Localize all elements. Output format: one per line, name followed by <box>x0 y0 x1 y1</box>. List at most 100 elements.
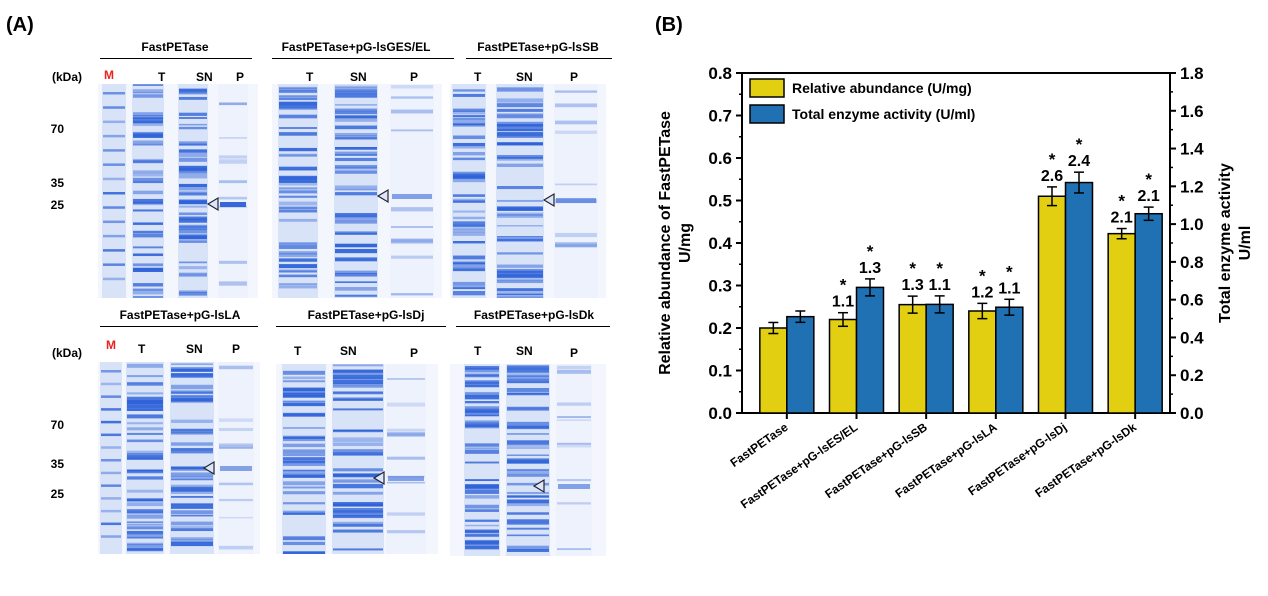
bar <box>786 315 815 414</box>
gel-title-6: FastPETase+pG-lsDk <box>473 308 595 322</box>
y-axis-left-title: Relative abundance of FastPETase U/mg <box>657 111 694 375</box>
bar <box>1107 232 1136 414</box>
significance-star: * <box>936 259 943 278</box>
gel-title-2: FastPETase+pG-lsGES/EL <box>281 40 431 54</box>
y-axis-right-title: Total enzyme activity U/ml <box>1217 163 1254 323</box>
bar <box>925 303 954 414</box>
lane-label-p: P <box>410 70 419 84</box>
mw-marker: 25 <box>50 198 64 212</box>
right-tick-label: 0.4 <box>1180 328 1204 347</box>
bar <box>1037 195 1067 414</box>
bar <box>855 286 885 414</box>
gel-title-1: FastPETase <box>141 40 209 54</box>
fold-change-label: 2.6 <box>1041 168 1063 185</box>
marker-lane-label-bottom: M <box>106 338 116 352</box>
band-arrow-icon <box>376 188 389 204</box>
gel-title-5: FastPETase+pG-lsDj <box>307 308 425 322</box>
bar-chart: 0.0 0.1 0.2 0.3 0.4 0.5 0.6 0.7 0.8 0.0 0.2 0.4 0.6 0… <box>657 64 1254 511</box>
panel-a-label: (A) <box>6 14 34 36</box>
significance-star: * <box>1006 262 1013 281</box>
lane-label-t: T <box>474 344 482 358</box>
right-tick-label: 1.6 <box>1180 102 1204 121</box>
significance-star: * <box>979 266 986 285</box>
fold-change-label: 2.4 <box>1068 153 1090 170</box>
right-tick-label: 1.0 <box>1180 215 1204 234</box>
left-tick-label: 0.1 <box>708 362 732 381</box>
band-arrow-icon <box>532 478 545 494</box>
x-tick-label: FastPETase+pG-lsES/EL <box>738 420 860 511</box>
lane-label-p: P <box>236 70 245 84</box>
gel-image <box>450 364 606 556</box>
right-tick-label: 1.8 <box>1180 64 1204 83</box>
right-tick-label: 1.4 <box>1180 140 1204 159</box>
bar <box>968 310 997 414</box>
left-tick-label: 0.2 <box>708 319 732 338</box>
lane-label-t: T <box>306 70 314 84</box>
lane-label-t: T <box>294 344 302 358</box>
bar <box>898 303 927 414</box>
gel-title-4: FastPETase+pG-lsLA <box>119 308 241 322</box>
fold-change-label: 2.1 <box>1138 188 1160 205</box>
fold-change-label: 1.1 <box>929 277 951 294</box>
right-tick-label: 0.6 <box>1180 291 1204 310</box>
right-tick-label: 1.2 <box>1180 177 1204 196</box>
left-tick-label: 0.6 <box>708 149 732 168</box>
right-tick-label: 0.0 <box>1180 404 1204 423</box>
significance-star: * <box>1076 135 1083 154</box>
right-tick-label: 0.8 <box>1180 253 1204 272</box>
fold-change-label: 1.3 <box>859 260 881 277</box>
left-tick-label: 0.0 <box>708 404 732 423</box>
gel-image <box>98 362 260 554</box>
lane-label-sn: SN <box>186 342 203 356</box>
left-tick-label: 0.3 <box>708 277 732 296</box>
bar <box>995 306 1024 414</box>
band-arrow-icon <box>202 460 215 476</box>
gel-image <box>450 84 606 298</box>
fold-change-label: 1.1 <box>998 280 1020 297</box>
lane-label-p: P <box>570 346 579 360</box>
panel-b-label: (B) <box>655 14 683 36</box>
significance-star: * <box>840 276 847 295</box>
right-tick-label: 0.2 <box>1180 366 1204 385</box>
marker-lane-label-top: M <box>104 68 114 82</box>
gel-image <box>98 84 258 298</box>
legend-swatch <box>749 104 785 124</box>
gel-image <box>276 364 438 554</box>
lane-label-sn: SN <box>340 344 357 358</box>
kda-label-bottom: (kDa) <box>52 346 83 360</box>
bar <box>1134 212 1163 414</box>
x-tick-label: FastPETase <box>728 420 791 470</box>
significance-star: * <box>867 242 874 261</box>
bar <box>828 318 858 414</box>
mw-marker: 70 <box>50 418 64 432</box>
significance-star: * <box>909 259 916 278</box>
lane-label-sn: SN <box>516 70 533 84</box>
legend-label: Total enzyme activity (U/ml) <box>792 106 975 122</box>
lane-label-sn: SN <box>196 70 213 84</box>
lane-label-sn: SN <box>350 70 367 84</box>
bar <box>1064 181 1094 414</box>
band-arrow-icon <box>372 470 385 486</box>
legend-swatch <box>749 78 785 98</box>
mw-marker: 35 <box>50 457 64 471</box>
gel-title-3: FastPETase+pG-lsSB <box>477 40 599 54</box>
band-arrow-icon <box>206 196 219 212</box>
lane-label-t: T <box>138 342 146 356</box>
fold-change-label: 1.3 <box>902 277 924 294</box>
lane-label-t: T <box>474 70 482 84</box>
fold-change-label: 1.1 <box>832 294 854 311</box>
lane-label-p: P <box>232 342 241 356</box>
kda-label-top: (kDa) <box>52 70 83 84</box>
lane-label-p: P <box>410 346 419 360</box>
lane-label-sn: SN <box>516 344 533 358</box>
band-arrow-icon <box>542 192 555 208</box>
mw-marker: 35 <box>50 176 64 190</box>
legend-label: Relative abundance (U/mg) <box>792 80 972 96</box>
mw-marker: 70 <box>50 122 64 136</box>
significance-star: * <box>1118 192 1125 211</box>
left-tick-label: 0.5 <box>708 192 732 211</box>
mw-marker: 25 <box>50 487 64 501</box>
fold-change-label: 2.1 <box>1111 210 1133 227</box>
left-tick-label: 0.7 <box>708 107 732 126</box>
significance-star: * <box>1049 150 1056 169</box>
